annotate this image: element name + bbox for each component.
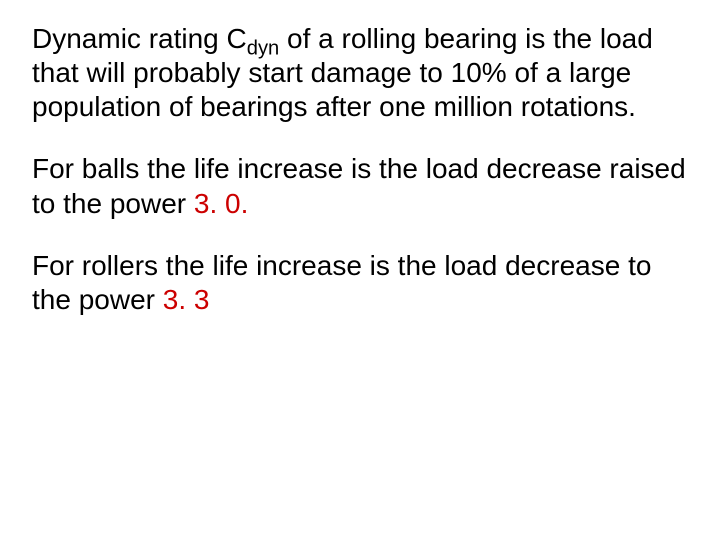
paragraph-2: For balls the life increase is the load … (32, 152, 688, 220)
p2-text-1: For balls the life increase is the load … (32, 153, 686, 218)
p3-text-1: For rollers the life increase is the loa… (32, 250, 651, 315)
slide-page: Dynamic rating Cdyn of a rolling bearing… (0, 0, 720, 540)
p2-highlight: 3. 0. (194, 188, 248, 219)
paragraph-1: Dynamic rating Cdyn of a rolling bearing… (32, 22, 688, 124)
p1-text-1: Dynamic rating C (32, 23, 247, 54)
p3-highlight: 3. 3 (163, 284, 210, 315)
paragraph-3: For rollers the life increase is the loa… (32, 249, 688, 317)
